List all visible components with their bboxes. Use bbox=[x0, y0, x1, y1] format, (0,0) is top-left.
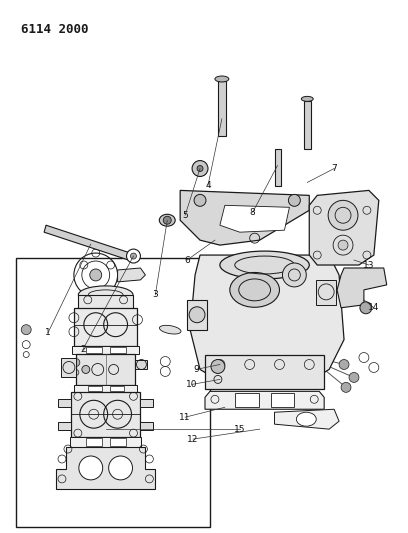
Bar bbox=[304, 101, 311, 149]
Bar bbox=[316, 280, 336, 305]
Text: 8: 8 bbox=[250, 208, 255, 217]
Bar bbox=[74, 308, 137, 345]
Circle shape bbox=[79, 456, 103, 480]
Polygon shape bbox=[180, 190, 309, 245]
Circle shape bbox=[288, 195, 300, 206]
Circle shape bbox=[126, 249, 140, 263]
Bar bbox=[205, 354, 324, 389]
Text: 2: 2 bbox=[80, 345, 86, 354]
Circle shape bbox=[211, 360, 225, 374]
Circle shape bbox=[282, 263, 306, 287]
Bar bbox=[86, 438, 102, 446]
Circle shape bbox=[163, 216, 171, 224]
Text: 14: 14 bbox=[368, 303, 379, 312]
Polygon shape bbox=[190, 255, 344, 384]
Ellipse shape bbox=[296, 412, 316, 426]
Ellipse shape bbox=[302, 96, 313, 101]
Circle shape bbox=[192, 160, 208, 176]
Circle shape bbox=[194, 334, 206, 345]
Ellipse shape bbox=[215, 76, 229, 82]
Text: 11: 11 bbox=[180, 413, 191, 422]
Circle shape bbox=[131, 253, 136, 259]
Polygon shape bbox=[118, 268, 145, 282]
Circle shape bbox=[323, 329, 335, 341]
Bar bbox=[88, 386, 102, 391]
Polygon shape bbox=[140, 422, 153, 430]
Bar bbox=[218, 81, 226, 136]
Circle shape bbox=[72, 359, 80, 367]
Polygon shape bbox=[140, 399, 153, 407]
Polygon shape bbox=[337, 268, 387, 308]
Circle shape bbox=[339, 360, 349, 369]
Bar bbox=[74, 385, 137, 392]
Ellipse shape bbox=[220, 251, 309, 279]
Polygon shape bbox=[205, 391, 324, 409]
Polygon shape bbox=[58, 422, 71, 430]
Bar bbox=[70, 437, 142, 447]
Circle shape bbox=[194, 195, 206, 206]
Circle shape bbox=[21, 325, 31, 335]
Circle shape bbox=[360, 302, 372, 314]
Bar bbox=[72, 345, 140, 353]
Text: 9: 9 bbox=[193, 365, 199, 374]
Polygon shape bbox=[44, 225, 131, 260]
Circle shape bbox=[90, 269, 102, 281]
Circle shape bbox=[328, 200, 358, 230]
Circle shape bbox=[338, 240, 348, 250]
Bar bbox=[235, 393, 259, 407]
Text: 7: 7 bbox=[331, 164, 337, 173]
Bar bbox=[110, 386, 124, 391]
Circle shape bbox=[189, 307, 205, 322]
Ellipse shape bbox=[159, 214, 175, 226]
Bar bbox=[271, 393, 295, 407]
Circle shape bbox=[197, 166, 203, 172]
Circle shape bbox=[82, 366, 90, 374]
Polygon shape bbox=[275, 409, 339, 429]
Text: 13: 13 bbox=[363, 261, 375, 270]
Bar bbox=[110, 438, 126, 446]
Bar bbox=[187, 300, 207, 330]
Text: 1: 1 bbox=[45, 328, 51, 337]
Text: 3: 3 bbox=[153, 290, 158, 300]
Polygon shape bbox=[309, 190, 379, 265]
Bar bbox=[275, 149, 282, 187]
Text: 15: 15 bbox=[234, 425, 246, 434]
Polygon shape bbox=[58, 399, 71, 407]
Bar bbox=[71, 392, 140, 437]
Bar bbox=[86, 346, 102, 352]
Polygon shape bbox=[56, 447, 155, 489]
Text: 6: 6 bbox=[184, 255, 190, 264]
Bar bbox=[76, 353, 135, 385]
Polygon shape bbox=[220, 205, 289, 232]
Bar bbox=[61, 358, 76, 377]
Circle shape bbox=[109, 456, 133, 480]
Text: 6114 2000: 6114 2000 bbox=[21, 23, 89, 36]
Text: 10: 10 bbox=[186, 380, 198, 389]
Bar bbox=[16, 258, 210, 527]
Ellipse shape bbox=[160, 325, 181, 334]
Text: 4: 4 bbox=[205, 181, 211, 190]
Circle shape bbox=[349, 373, 359, 382]
Ellipse shape bbox=[78, 286, 133, 304]
Text: 12: 12 bbox=[187, 434, 199, 443]
Circle shape bbox=[341, 382, 351, 392]
Ellipse shape bbox=[230, 272, 279, 308]
Bar bbox=[78, 295, 133, 313]
Bar bbox=[135, 360, 147, 369]
Text: 5: 5 bbox=[182, 211, 188, 220]
Bar bbox=[110, 346, 126, 352]
